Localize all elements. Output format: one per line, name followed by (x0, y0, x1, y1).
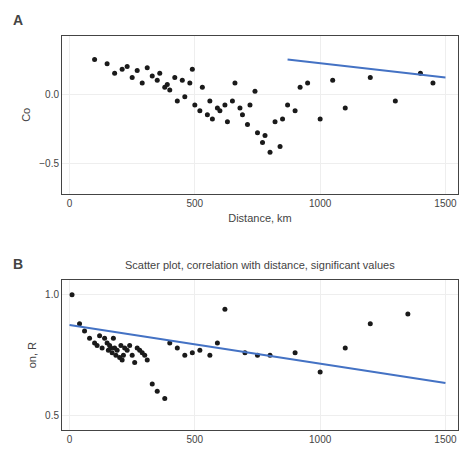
svg-text:−0.5: −0.5 (39, 158, 59, 169)
svg-text:0.5: 0.5 (45, 410, 59, 421)
svg-text:0.0: 0.0 (45, 89, 59, 100)
svg-text:0: 0 (67, 434, 73, 445)
svg-text:B: B (13, 256, 23, 272)
svg-text:Distance, km: Distance, km (228, 212, 292, 224)
svg-text:1000: 1000 (309, 434, 332, 445)
svg-text:Co: Co (20, 108, 32, 122)
svg-text:A: A (13, 12, 23, 28)
svg-text:500: 500 (186, 434, 203, 445)
svg-text:1000: 1000 (309, 198, 332, 209)
svg-text:Scatter plot, correlation with: Scatter plot, correlation with distance,… (125, 259, 395, 271)
svg-text:500: 500 (186, 198, 203, 209)
svg-text:1500: 1500 (434, 198, 457, 209)
svg-text:0: 0 (67, 198, 73, 209)
svg-text:1500: 1500 (434, 434, 457, 445)
svg-text:1.0: 1.0 (45, 289, 59, 300)
svg-text:on, R: on, R (26, 342, 38, 368)
